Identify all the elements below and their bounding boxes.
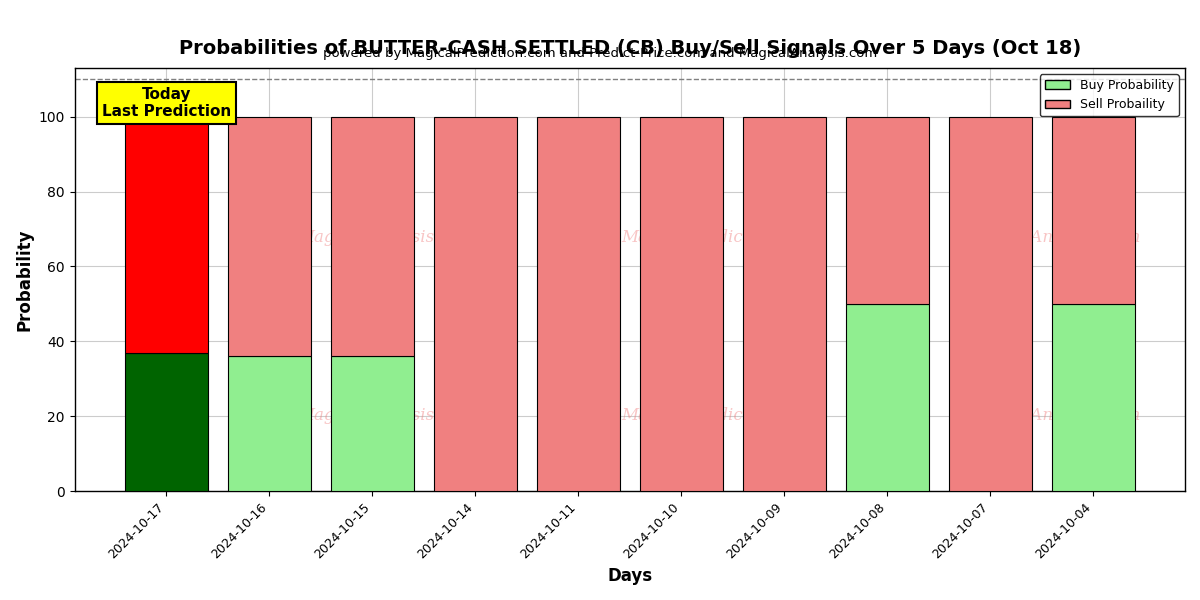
Text: MagicalPrediction.com: MagicalPrediction.com [622,407,816,424]
Bar [1052,304,1134,491]
Bar [331,116,414,356]
Text: MagicalAnalysis.com: MagicalAnalysis.com [296,407,474,424]
X-axis label: Days: Days [607,567,653,585]
Bar [1052,116,1134,304]
Y-axis label: Probability: Probability [16,229,34,331]
Bar [640,116,722,491]
Bar [949,116,1032,491]
Bar [125,353,208,491]
Bar [228,356,311,491]
Bar [538,116,619,491]
Bar [846,304,929,491]
Text: MagicalPrediction.com: MagicalPrediction.com [622,229,816,246]
Text: MagicalAnalysis.com: MagicalAnalysis.com [296,229,474,246]
Text: MagicalAnalysis.com: MagicalAnalysis.com [964,407,1140,424]
Bar [125,116,208,353]
Legend: Buy Probability, Sell Probaility: Buy Probability, Sell Probaility [1040,74,1178,116]
Text: MagicalAnalysis.com: MagicalAnalysis.com [964,229,1140,246]
Bar [434,116,516,491]
Bar [846,116,929,304]
Bar [228,116,311,356]
Bar [743,116,826,491]
Text: powered by MagicalPrediction.com and Predict-Price.com and MagicalAnalysis.com: powered by MagicalPrediction.com and Pre… [323,47,877,60]
Title: Probabilities of BUTTER-CASH SETTLED (CB) Buy/Sell Signals Over 5 Days (Oct 18): Probabilities of BUTTER-CASH SETTLED (CB… [179,39,1081,58]
Text: Today
Last Prediction: Today Last Prediction [102,86,230,119]
Bar [331,356,414,491]
